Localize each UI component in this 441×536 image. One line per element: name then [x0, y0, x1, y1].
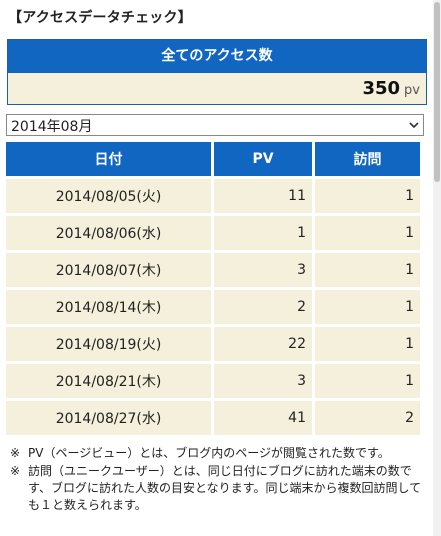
row-visits: 1 — [315, 179, 420, 213]
scrollbar-thumb[interactable] — [434, 2, 440, 182]
table-row: 2014/08/27(水) 41 2 — [6, 401, 420, 435]
row-date: 2014/08/05(火) — [6, 179, 211, 213]
row-date: 2014/08/27(水) — [6, 401, 211, 435]
row-visits: 1 — [315, 364, 420, 398]
total-access-header: 全てのアクセス数 — [8, 40, 426, 73]
total-access-box: 全てのアクセス数 350 pv — [7, 39, 427, 105]
row-pv: 22 — [214, 327, 312, 361]
month-select-value: 2014年08月 — [11, 119, 93, 135]
row-pv: 2 — [214, 290, 312, 324]
total-access-unit: pv — [404, 83, 420, 98]
column-header-pv: PV — [214, 142, 312, 176]
row-visits: 2 — [315, 401, 420, 435]
row-date: 2014/08/21(木) — [6, 364, 211, 398]
row-visits: 1 — [315, 253, 420, 287]
row-pv: 1 — [214, 216, 312, 250]
table-row: 2014/08/21(木) 3 1 — [6, 364, 420, 398]
row-pv: 3 — [214, 364, 312, 398]
row-pv: 11 — [214, 179, 312, 213]
table-header-row: 日付 PV 訪問 — [6, 142, 420, 176]
row-pv: 3 — [214, 253, 312, 287]
row-date: 2014/08/14(木) — [6, 290, 211, 324]
chevron-down-icon — [409, 122, 419, 129]
notes: ※ PV（ページビュー）とは、ブログ内のページが閲覧された数です。 ※ 訪問（ユ… — [10, 445, 426, 515]
note-mark: ※ — [10, 464, 21, 478]
month-select[interactable]: 2014年08月 — [6, 114, 424, 136]
column-header-date: 日付 — [6, 142, 211, 176]
total-access-count: 350 — [362, 78, 401, 99]
column-header-visits: 訪問 — [315, 142, 420, 176]
table-row: 2014/08/07(木) 3 1 — [6, 253, 420, 287]
row-visits: 1 — [315, 327, 420, 361]
scrollbar[interactable] — [433, 0, 441, 536]
total-access-value-row: 350 pv — [8, 73, 426, 104]
note-visits: ※ 訪問（ユニークユーザー）とは、同じ日付にブログに訪れた端末の数です、ブログに… — [10, 463, 426, 514]
note-pv: ※ PV（ページビュー）とは、ブログ内のページが閲覧された数です。 — [10, 445, 426, 462]
table-row: 2014/08/14(木) 2 1 — [6, 290, 420, 324]
note-text: 訪問（ユニークユーザー）とは、同じ日付にブログに訪れた端末の数です、ブログに訪れ… — [28, 464, 422, 512]
note-mark: ※ — [10, 446, 21, 460]
row-date: 2014/08/07(木) — [6, 253, 211, 287]
row-pv: 41 — [214, 401, 312, 435]
table-row: 2014/08/05(火) 11 1 — [6, 179, 420, 213]
page-title: 【アクセスデータチェック】 — [8, 10, 192, 26]
table-row: 2014/08/19(火) 22 1 — [6, 327, 420, 361]
row-visits: 1 — [315, 290, 420, 324]
row-date: 2014/08/19(火) — [6, 327, 211, 361]
table-row: 2014/08/06(水) 1 1 — [6, 216, 420, 250]
note-text: PV（ページビュー）とは、ブログ内のページが閲覧された数です。 — [28, 446, 390, 460]
row-date: 2014/08/06(水) — [6, 216, 211, 250]
row-visits: 1 — [315, 216, 420, 250]
access-table: 日付 PV 訪問 2014/08/05(火) 11 1 2014/08/06(水… — [3, 139, 423, 438]
